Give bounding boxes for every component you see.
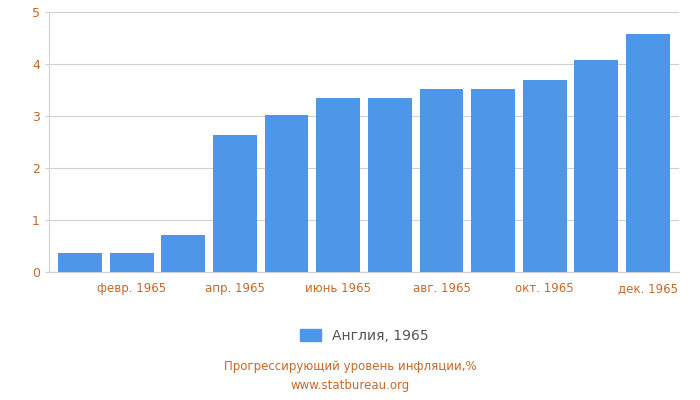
Bar	[419, 89, 463, 272]
Bar	[368, 98, 412, 272]
Text: Прогрессирующий уровень инфляции,%
www.statbureau.org: Прогрессирующий уровень инфляции,% www.s…	[224, 360, 476, 392]
Bar	[316, 98, 360, 272]
Bar	[265, 116, 309, 272]
Bar	[110, 253, 153, 272]
Bar	[471, 89, 515, 272]
Bar	[58, 253, 102, 272]
Bar	[523, 80, 567, 272]
Bar	[626, 34, 670, 272]
Bar	[575, 60, 618, 272]
Bar	[213, 135, 257, 272]
Bar	[161, 234, 205, 272]
Legend: Англия, 1965: Англия, 1965	[294, 323, 434, 348]
